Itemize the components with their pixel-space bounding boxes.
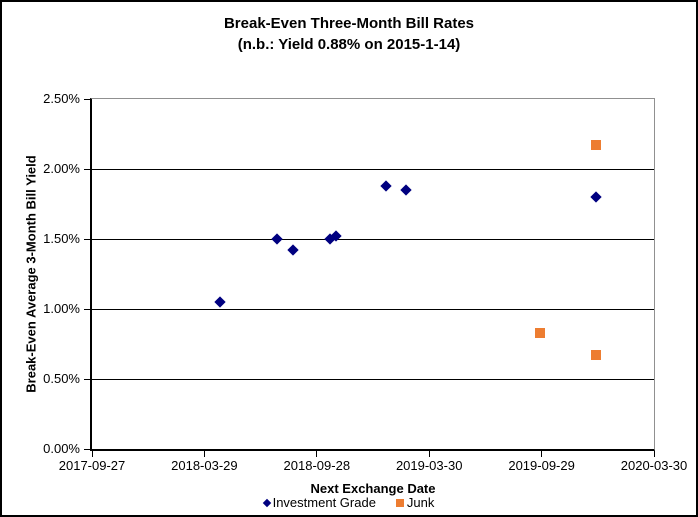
y-tick-mark <box>84 308 90 310</box>
legend-label: Investment Grade <box>272 495 376 510</box>
x-tick-mark <box>428 451 430 457</box>
gridline <box>92 168 654 170</box>
x-tick-label: 2019-03-30 <box>395 458 463 473</box>
chart-title-block: Break-Even Three-Month Bill Rates (n.b.:… <box>2 13 696 55</box>
x-tick-label: 2018-09-28 <box>283 458 351 473</box>
y-tick-label: 1.50% <box>43 231 80 246</box>
x-tick-mark <box>653 451 655 457</box>
diamond-marker-icon <box>262 498 271 507</box>
data-point-investment-grade <box>400 184 412 196</box>
x-tick-mark <box>541 451 543 457</box>
x-tick-mark <box>91 451 93 457</box>
y-tick-mark <box>84 98 90 100</box>
y-axis-title: Break-Even Average 3-Month Bill Yield <box>23 155 39 393</box>
square-marker-icon <box>395 498 404 507</box>
data-point-investment-grade <box>271 233 283 245</box>
data-point-investment-grade <box>287 244 300 256</box>
x-tick-label: 2019-09-29 <box>508 458 575 473</box>
data-point-junk <box>590 140 601 151</box>
x-tick-mark <box>203 451 205 457</box>
chart-subtitle: (n.b.: Yield 0.88% on 2015-1-14) <box>237 36 461 53</box>
y-tick-mark <box>84 448 90 450</box>
legend-item-junk: Junk <box>395 495 435 510</box>
legend: Investment Grade Junk <box>2 495 696 510</box>
plot-area: Break-Even Average 3-Month Bill Yield Ne… <box>24 92 688 497</box>
data-point-investment-grade <box>214 296 227 308</box>
chart-title: Break-Even Three-Month Bill Rates <box>223 15 475 32</box>
y-tick-label: 0.00% <box>43 441 80 456</box>
data-point-junk <box>534 327 545 338</box>
gridline <box>92 308 654 310</box>
y-tick-mark <box>84 378 90 380</box>
legend-label: Junk <box>406 495 435 510</box>
x-tick-label: 2017-09-27 <box>58 458 126 473</box>
data-point-investment-grade <box>380 180 392 192</box>
x-axis-title: Next Exchange Date <box>310 481 436 496</box>
x-tick-label: 2020-03-30 <box>620 458 688 473</box>
y-tick-mark <box>84 238 90 240</box>
x-tick-label: 2018-03-29 <box>171 458 238 473</box>
y-tick-label: 2.50% <box>43 91 80 106</box>
gridline <box>92 238 654 240</box>
data-point-junk <box>590 350 601 361</box>
data-point-investment-grade <box>589 191 602 203</box>
y-tick-label: 0.50% <box>43 371 80 386</box>
y-tick-label: 2.00% <box>43 161 80 176</box>
x-tick-mark <box>316 451 318 457</box>
y-tick-mark <box>84 168 90 170</box>
y-tick-label: 1.00% <box>43 301 80 316</box>
legend-item-investment-grade: Investment Grade <box>262 495 376 510</box>
gridline <box>92 378 654 380</box>
